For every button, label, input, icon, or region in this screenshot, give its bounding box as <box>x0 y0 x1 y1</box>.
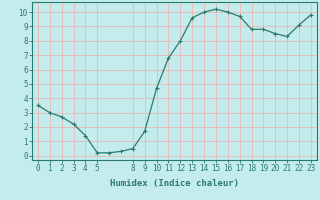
X-axis label: Humidex (Indice chaleur): Humidex (Indice chaleur) <box>110 179 239 188</box>
